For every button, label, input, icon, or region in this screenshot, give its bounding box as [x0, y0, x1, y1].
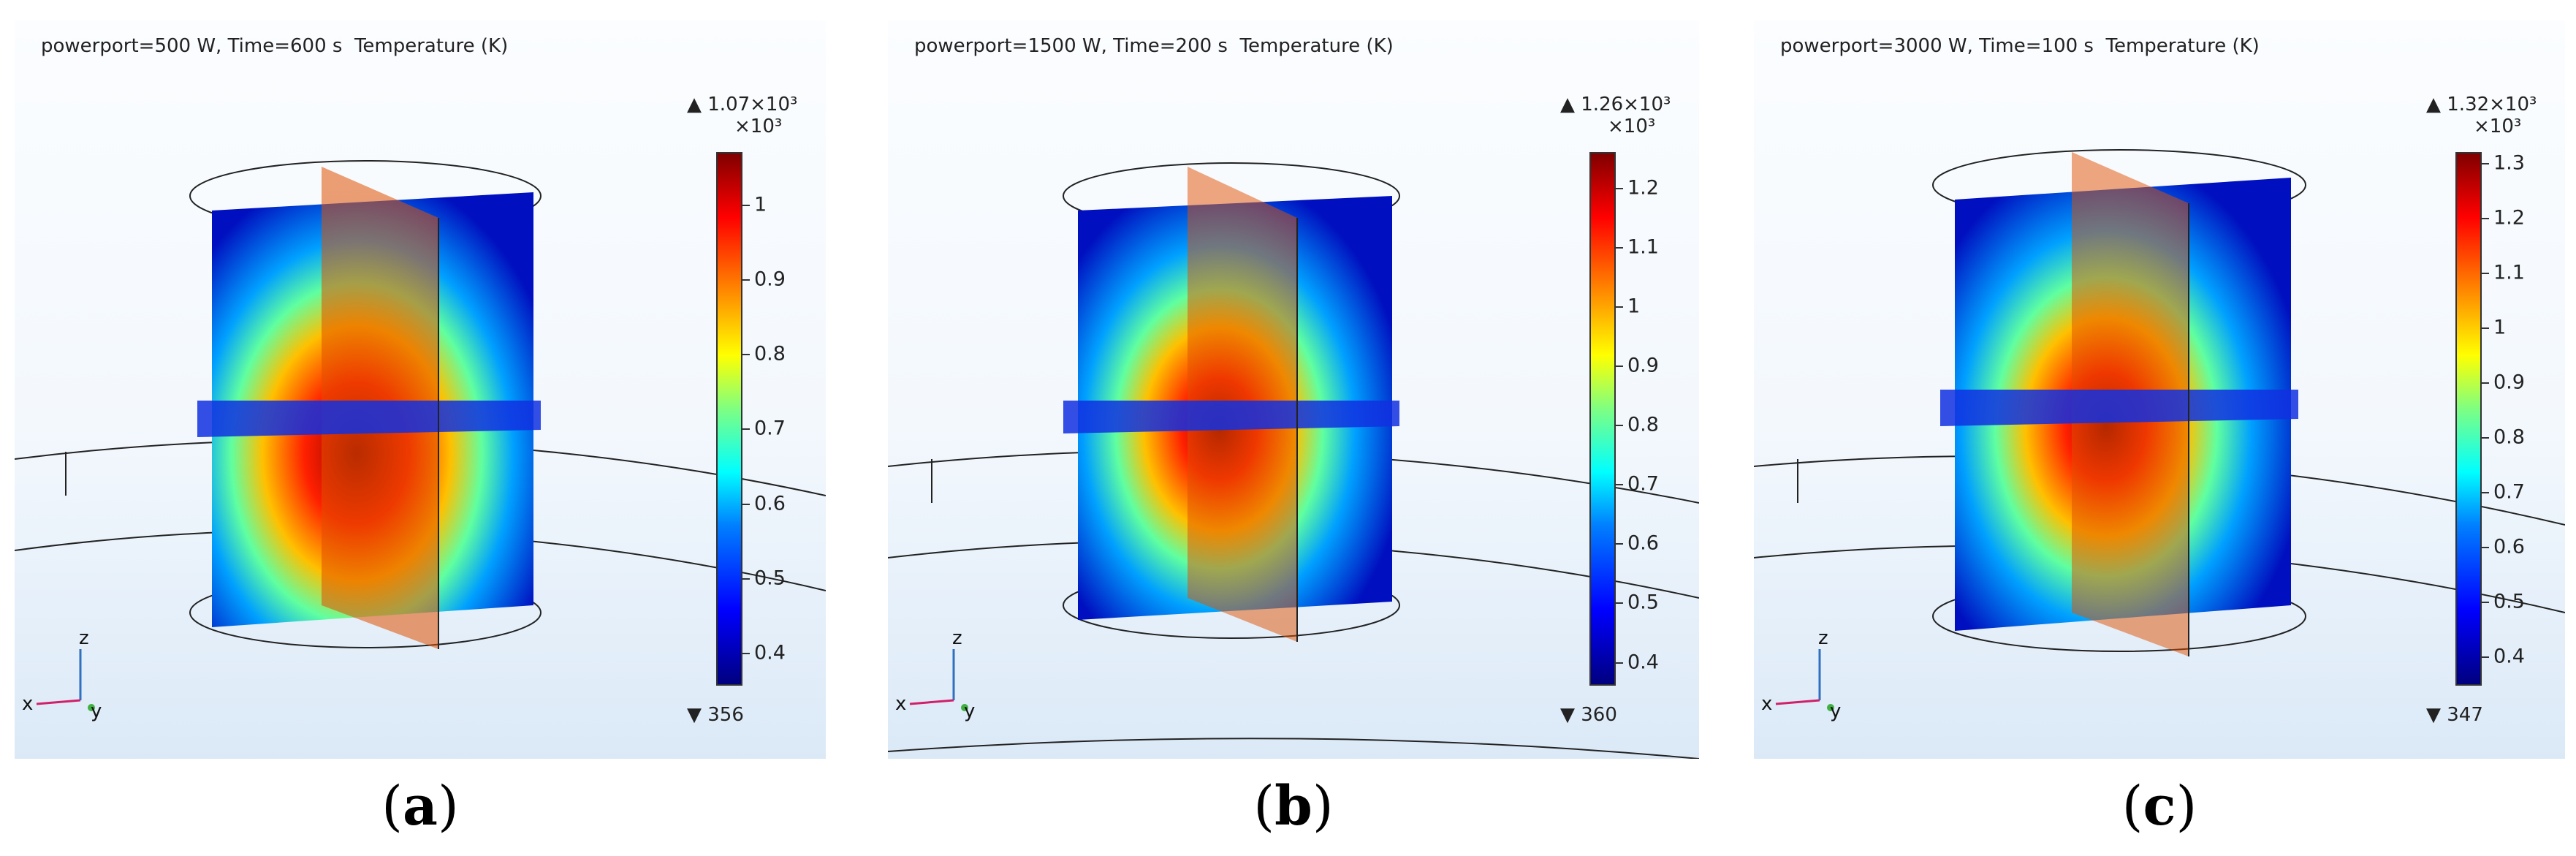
panel-title: powerport=3000 W, Time=100 s Temperature…	[1780, 35, 2260, 57]
colorbar-max-label: ▲ 1.07×10³	[687, 94, 798, 115]
colorbar-min-label: ▼ 360	[1560, 704, 1617, 726]
cylinder-plot	[1754, 149, 2565, 656]
panel-caption: (b)	[1253, 775, 1334, 838]
axis-triad-icon	[1775, 649, 1834, 711]
colorbar-tick-mark	[2482, 547, 2489, 549]
colorbar-tick-label: 0.5	[1627, 591, 1659, 614]
axis-z-label: z	[952, 627, 962, 649]
colorbar-max-label: ▲ 1.32×10³	[2426, 94, 2537, 115]
colorbar-tick-label: 1.1	[1627, 235, 1659, 259]
colorbar	[2455, 152, 2482, 686]
cylinder-plot	[15, 160, 826, 649]
colorbar-tick-mark	[742, 653, 750, 654]
colorbar-tick-label: 0.7	[1627, 472, 1659, 496]
colorbar-tick-label: 0.8	[2493, 425, 2525, 449]
colorbar-tick-mark	[742, 428, 750, 431]
colorbar-max-label: ▲ 1.26×10³	[1560, 94, 1671, 115]
axis-z-label: z	[79, 627, 89, 649]
simulation-panel-b: powerport=1500 W, Time=200 s Temperature…	[888, 0, 1714, 856]
caption-letter: a	[403, 775, 438, 838]
colorbar-tick-label: 1	[1627, 295, 1641, 318]
caption-letter: c	[2143, 775, 2176, 838]
colorbar-tick-mark	[2482, 327, 2489, 330]
colorbar-tick-label: 0.6	[1627, 531, 1659, 555]
colorbar-tick-label: 0.7	[754, 417, 786, 440]
axis-y-label: y	[1830, 700, 1842, 722]
colorbar-tick-label: 1	[2493, 316, 2507, 339]
colorbar-tick-mark	[1616, 306, 1623, 308]
colorbar	[1589, 152, 1616, 686]
colorbar-tick-mark	[1616, 484, 1623, 486]
colorbar-tick-mark	[2482, 273, 2489, 275]
colorbar-tick-label: 0.5	[754, 567, 786, 590]
colorbar-tick-label: 0.9	[754, 268, 786, 291]
panel-title: powerport=1500 W, Time=200 s Temperature…	[914, 35, 1394, 57]
plot-area: powerport=1500 W, Time=200 s Temperature…	[888, 20, 1699, 759]
colorbar-tick-mark	[1616, 543, 1623, 545]
panel-caption: (c)	[2121, 775, 2197, 838]
colorbar-tick-mark	[2482, 218, 2489, 220]
colorbar-tick-label: 0.9	[1627, 354, 1659, 377]
colorbar-tick-mark	[2482, 602, 2489, 604]
axis-y-label: y	[964, 700, 976, 722]
axis-x-label: x	[22, 693, 34, 715]
colorbar-tick-mark	[1616, 365, 1623, 367]
colorbar-tick-label: 0.6	[754, 492, 786, 515]
simulation-panel-c: powerport=3000 W, Time=100 s Temperature…	[1754, 0, 2576, 856]
colorbar-tick-label: 1.2	[2493, 206, 2525, 230]
colorbar-tick-mark	[1616, 246, 1623, 249]
colorbar-tick-mark	[2482, 437, 2489, 439]
axis-x-label: x	[895, 693, 907, 715]
colorbar-tick-mark	[742, 503, 750, 505]
axis-z-label: z	[1818, 627, 1828, 649]
colorbar-min-label: ▼ 347	[2426, 704, 2483, 726]
colorbar-multiplier: ×10³	[2474, 115, 2522, 137]
colorbar-tick-mark	[2482, 382, 2489, 385]
colorbar-tick-mark	[742, 577, 750, 580]
colorbar-tick-mark	[742, 204, 750, 206]
panel-caption: (a)	[381, 775, 459, 838]
colorbar-tick-label: 0.8	[754, 342, 786, 365]
colorbar-tick-label: 1.1	[2493, 261, 2525, 284]
panel-title: powerport=500 W, Time=600 s Temperature …	[41, 35, 509, 57]
colorbar-tick-label: 0.8	[1627, 413, 1659, 436]
colorbar-tick-mark	[1616, 425, 1623, 427]
colorbar-tick-label: 0.6	[2493, 535, 2525, 558]
colorbar-tick-mark	[1616, 187, 1623, 189]
plot-area: powerport=500 W, Time=600 s Temperature …	[15, 20, 826, 759]
colorbar-tick-mark	[1616, 662, 1623, 664]
colorbar-tick-label: 0.4	[1627, 651, 1659, 674]
colorbar-tick-mark	[2482, 163, 2489, 164]
colorbar-tick-label: 1.3	[2493, 151, 2525, 175]
caption-letter: b	[1274, 775, 1312, 838]
axis-x-label: x	[1761, 693, 1773, 715]
colorbar-tick-mark	[2482, 492, 2489, 494]
colorbar-multiplier: ×10³	[734, 115, 783, 137]
colorbar-tick-label: 0.4	[2493, 645, 2525, 668]
colorbar-min-label: ▼ 356	[687, 704, 744, 726]
colorbar-tick-mark	[2482, 656, 2489, 659]
plot-area: powerport=3000 W, Time=100 s Temperature…	[1754, 20, 2565, 759]
colorbar-tick-label: 0.5	[2493, 590, 2525, 613]
colorbar-tick-mark	[742, 354, 750, 356]
axis-triad-icon	[36, 649, 95, 711]
colorbar-tick-label: 0.9	[2493, 371, 2525, 394]
colorbar-tick-label: 0.4	[754, 641, 786, 664]
colorbar-tick-label: 1	[754, 193, 767, 216]
simulation-panel-a: powerport=500 W, Time=600 s Temperature …	[15, 0, 840, 856]
colorbar	[716, 152, 742, 686]
colorbar-multiplier: ×10³	[1608, 115, 1656, 137]
axis-triad-icon	[909, 649, 968, 711]
colorbar-tick-mark	[742, 279, 750, 281]
colorbar-tick-mark	[1616, 602, 1623, 605]
colorbar-tick-label: 0.7	[2493, 480, 2525, 504]
axis-y-label: y	[91, 700, 102, 722]
cylinder-plot	[888, 162, 1699, 759]
colorbar-tick-label: 1.2	[1627, 176, 1659, 200]
